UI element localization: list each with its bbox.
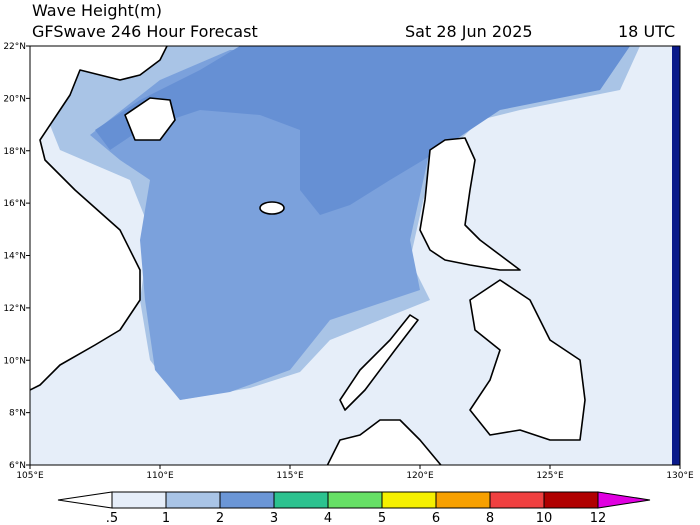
colorbar: .5 1 2 3 4 5 6 8 10 12 (57, 491, 651, 525)
date: Sat 28 Jun 2025 (405, 22, 533, 41)
lon-label: 105°E (16, 471, 44, 481)
colorbar-label: 10 (536, 511, 553, 525)
lat-label: 14°N (3, 252, 26, 262)
colorbar-label: 1 (162, 511, 170, 525)
lon-label: 115°E (276, 471, 304, 481)
lon-label: 130°E (666, 471, 694, 481)
land-paracel (259, 201, 285, 215)
colorbar-label: 2 (216, 511, 224, 525)
land-borneo (326, 419, 442, 465)
colorbar-arrow-low (57, 491, 113, 509)
lon-label: 125°E (536, 471, 564, 481)
lon-label: 110°E (146, 471, 174, 481)
colorbar-label: 5 (378, 511, 386, 525)
colorbar-label: 12 (590, 511, 607, 525)
colorbar-label: 4 (324, 511, 332, 525)
colorbar-label: 3 (270, 511, 278, 525)
axis-ticks: 6°N 8°N 10°N 12°N 14°N 16°N 18°N 20°N 22°N 105°E 1… (3, 42, 694, 481)
land-palawan (339, 314, 419, 411)
lat-label: 18°N (3, 147, 26, 157)
colorbar-segment (219, 491, 275, 509)
time: 18 UTC (618, 22, 675, 41)
colorbar-label: 6 (432, 511, 440, 525)
colorbar-segment (111, 491, 167, 509)
lat-label: 20°N (3, 94, 26, 104)
land-luzon (419, 137, 521, 271)
sea-high (90, 46, 630, 400)
map-area (30, 46, 680, 465)
edge-strip (672, 46, 680, 465)
land-indochina (30, 46, 168, 391)
subtitle: GFSwave 246 Hour Forecast (32, 22, 258, 41)
sea-high-north (95, 46, 630, 215)
colorbar-label: 8 (486, 511, 494, 525)
land-visayas-mindanao (469, 279, 586, 441)
lon-label: 120°E (406, 471, 434, 481)
colorbar-segment (543, 491, 599, 509)
title: Wave Height(m) (32, 1, 162, 20)
colorbar-arrow-high (597, 491, 651, 509)
colorbar-segment (327, 491, 383, 509)
colorbar-label: .5 (106, 511, 118, 525)
lat-label: 22°N (3, 42, 26, 52)
colorbar-segment (165, 491, 221, 509)
lat-label: 6°N (9, 461, 26, 471)
lat-label: 16°N (3, 199, 26, 209)
land-hainan (124, 97, 176, 141)
colorbar-segment (381, 491, 437, 509)
colorbar-segment (435, 491, 491, 509)
colorbar-segment (489, 491, 545, 509)
lat-label: 12°N (3, 304, 26, 314)
lat-label: 10°N (3, 356, 26, 366)
colorbar-segment (273, 491, 329, 509)
lat-label: 8°N (9, 409, 26, 419)
